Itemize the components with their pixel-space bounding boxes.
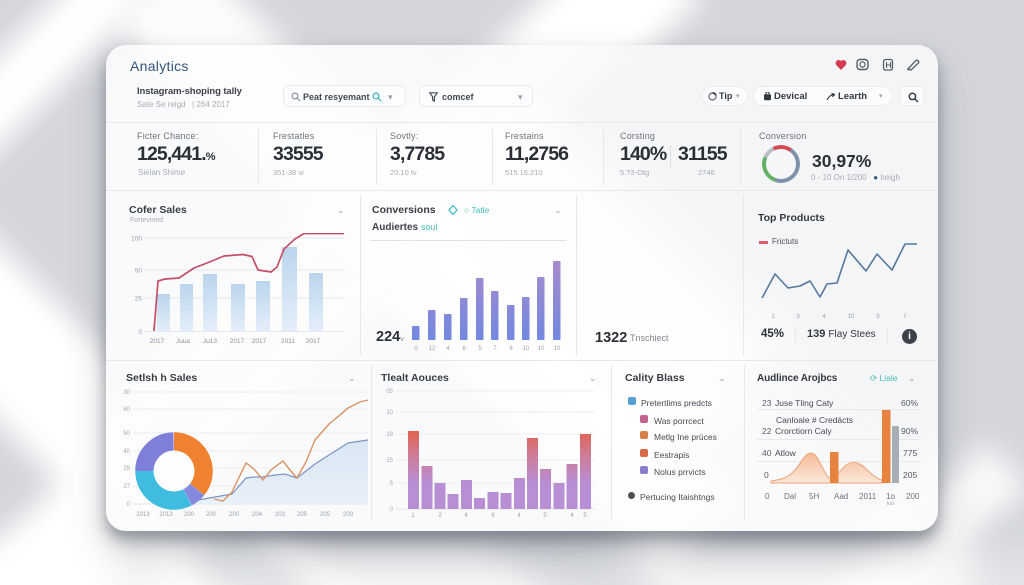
svg-text:205: 205 [297, 512, 308, 518]
svg-text:15: 15 [386, 458, 393, 464]
svg-text:1: 1 [771, 314, 775, 320]
svg-text:18: 18 [386, 432, 393, 438]
svg-text:25: 25 [135, 296, 143, 303]
svg-text:0: 0 [138, 329, 142, 336]
svg-text:205: 205 [320, 512, 331, 518]
svg-text:2017: 2017 [252, 338, 267, 345]
svg-text:204: 204 [252, 512, 263, 518]
svg-text:0: 0 [414, 346, 418, 352]
svg-text:4: 4 [446, 346, 450, 352]
svg-text:27: 27 [123, 484, 130, 490]
svg-text:2011: 2011 [281, 338, 295, 345]
svg-text:10: 10 [523, 346, 530, 352]
svg-text:Ju13: Ju13 [203, 338, 217, 345]
svg-text:05: 05 [386, 389, 393, 395]
svg-text:5: 5 [876, 314, 880, 320]
svg-text:60: 60 [123, 407, 130, 413]
svg-text:4: 4 [464, 513, 468, 519]
svg-text:200: 200 [184, 512, 195, 518]
svg-text:5: 5 [478, 346, 482, 352]
svg-text:0: 0 [127, 502, 131, 508]
svg-text:2: 2 [438, 513, 442, 519]
svg-text:25: 25 [123, 466, 130, 472]
svg-text:2013: 2013 [136, 512, 150, 518]
svg-text:50: 50 [135, 268, 143, 275]
svg-text:10: 10 [386, 410, 393, 416]
svg-text:3: 3 [796, 314, 800, 320]
svg-text:2017: 2017 [150, 338, 165, 345]
svg-text:12: 12 [429, 346, 436, 352]
svg-text:4: 4 [570, 513, 574, 519]
svg-text:4: 4 [822, 314, 826, 320]
svg-text:50: 50 [123, 431, 130, 437]
svg-text:2013: 2013 [159, 512, 173, 518]
svg-text:40: 40 [123, 449, 130, 455]
svg-text:200: 200 [343, 512, 354, 518]
svg-text:200: 200 [206, 512, 217, 518]
svg-text:6: 6 [491, 513, 495, 519]
svg-text:2017: 2017 [306, 338, 321, 345]
svg-text:200: 200 [229, 512, 240, 518]
svg-text:0: 0 [390, 507, 394, 513]
svg-text:Juua: Juua [176, 338, 190, 345]
svg-text:10: 10 [848, 314, 855, 320]
svg-text:100: 100 [131, 236, 142, 243]
svg-text:7: 7 [493, 346, 497, 352]
svg-text:10: 10 [538, 346, 545, 352]
svg-text:5: 5 [390, 481, 394, 487]
svg-text:4: 4 [517, 513, 521, 519]
svg-text:1: 1 [411, 513, 415, 519]
svg-text:30: 30 [123, 390, 130, 396]
svg-text:2017: 2017 [230, 338, 245, 345]
svg-text:f: f [904, 314, 906, 320]
svg-text:10: 10 [554, 346, 561, 352]
svg-text:203: 203 [275, 512, 286, 518]
svg-text:5: 5 [543, 513, 547, 519]
svg-text:8: 8 [509, 346, 513, 352]
svg-text:5: 5 [583, 513, 587, 519]
svg-text:6: 6 [462, 346, 466, 352]
